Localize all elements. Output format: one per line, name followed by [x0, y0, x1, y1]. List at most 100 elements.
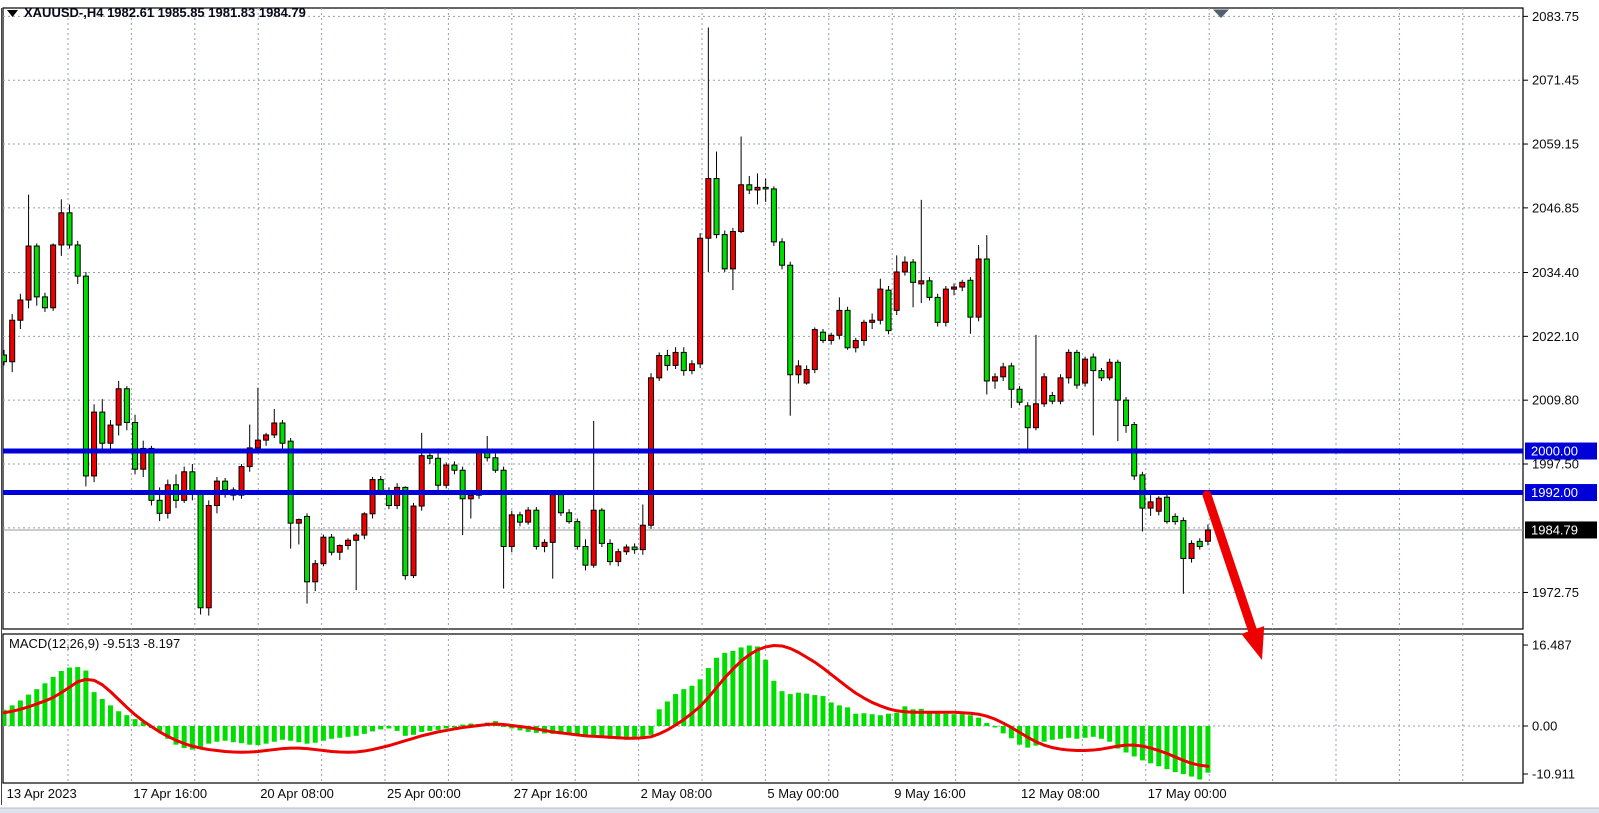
candle-body[interactable] — [820, 331, 826, 341]
macd-bar[interactable] — [67, 667, 73, 726]
candle-body[interactable] — [574, 521, 581, 548]
macd-bar[interactable] — [779, 691, 785, 726]
candle-body[interactable] — [664, 355, 671, 366]
macd-bar[interactable] — [1172, 726, 1178, 773]
macd-bar[interactable] — [517, 726, 523, 731]
macd-bar[interactable] — [107, 705, 113, 726]
candle-body[interactable] — [697, 237, 704, 365]
candle-body[interactable] — [328, 536, 335, 553]
candle-body[interactable] — [91, 411, 98, 477]
macd-bar[interactable] — [836, 705, 842, 726]
macd-bar[interactable] — [337, 726, 343, 738]
candle-body[interactable] — [467, 494, 474, 500]
macd-bar[interactable] — [386, 726, 392, 729]
macd-bar[interactable] — [1189, 726, 1195, 777]
candle-body[interactable] — [205, 505, 212, 609]
candle-body[interactable] — [508, 514, 515, 548]
macd-bar[interactable] — [591, 726, 597, 738]
candle-body[interactable] — [967, 279, 974, 318]
candle-body[interactable] — [811, 329, 818, 371]
candle-body[interactable] — [123, 388, 130, 423]
candle-body[interactable] — [353, 534, 360, 541]
candle-body[interactable] — [1073, 351, 1080, 386]
macd-bar[interactable] — [574, 726, 580, 736]
macd-bar[interactable] — [165, 726, 171, 739]
candle-body[interactable] — [336, 544, 343, 553]
candle-body[interactable] — [639, 524, 646, 551]
macd-bar[interactable] — [935, 713, 941, 726]
candle-body[interactable] — [877, 288, 884, 321]
macd-bar[interactable] — [812, 695, 818, 726]
candle-body[interactable] — [99, 411, 106, 444]
candle-body[interactable] — [656, 355, 663, 379]
candle-body[interactable] — [41, 296, 48, 309]
trend-arrow-head[interactable] — [1241, 626, 1265, 660]
candle-body[interactable] — [410, 505, 417, 577]
candle-body[interactable] — [320, 536, 327, 565]
candle-body[interactable] — [959, 281, 966, 288]
macd-bar[interactable] — [329, 726, 335, 739]
macd-bar[interactable] — [1148, 726, 1154, 764]
candle-body[interactable] — [787, 264, 794, 376]
macd-bar[interactable] — [1066, 726, 1072, 738]
candle-body[interactable] — [140, 447, 147, 470]
candle-body[interactable] — [1057, 377, 1064, 402]
macd-bar[interactable] — [1131, 726, 1137, 757]
macd-bar[interactable] — [632, 726, 638, 740]
candle-body[interactable] — [525, 509, 532, 523]
candle-body[interactable] — [394, 486, 401, 507]
macd-axis[interactable]: 16.487 0.00 -10.911 — [1523, 638, 1575, 782]
macd-bar[interactable] — [861, 713, 867, 726]
macd-bar[interactable] — [1205, 726, 1211, 773]
macd-bar[interactable] — [370, 726, 376, 732]
candle-body[interactable] — [402, 486, 409, 577]
candle-body[interactable] — [746, 184, 753, 191]
candle-body[interactable] — [271, 422, 278, 436]
candle-body[interactable] — [418, 455, 425, 507]
candle-body[interactable] — [66, 212, 73, 246]
candle-body[interactable] — [1188, 542, 1195, 559]
candle-body[interactable] — [181, 471, 188, 501]
macd-bar[interactable] — [771, 680, 777, 726]
macd-bar[interactable] — [1139, 726, 1145, 761]
candle-body[interactable] — [254, 439, 261, 449]
macd-bar[interactable] — [17, 700, 23, 726]
candle-body[interactable] — [942, 288, 949, 323]
candle-body[interactable] — [451, 464, 458, 471]
candle-body[interactable] — [926, 280, 933, 298]
candle-body[interactable] — [344, 539, 351, 546]
macd-bar[interactable] — [1041, 726, 1047, 742]
macd-bar[interactable] — [361, 726, 367, 734]
macd-bar[interactable] — [656, 709, 662, 726]
candle-body[interactable] — [688, 363, 695, 372]
candle-body[interactable] — [295, 519, 302, 524]
candle-body[interactable] — [148, 447, 155, 501]
candle-body[interactable] — [951, 286, 958, 290]
candle-body[interactable] — [377, 479, 384, 493]
macd-bar[interactable] — [140, 722, 146, 726]
macd-bar[interactable] — [34, 689, 40, 726]
candle-body[interactable] — [631, 546, 638, 551]
macd-bar[interactable] — [869, 714, 875, 726]
candle-body[interactable] — [33, 245, 40, 298]
macd-bar[interactable] — [1000, 726, 1006, 734]
macd-bar[interactable] — [451, 726, 457, 728]
macd-bar[interactable] — [132, 719, 138, 726]
candle-body[interactable] — [1041, 376, 1048, 405]
macd-bar[interactable] — [648, 726, 654, 735]
candle-body[interactable] — [713, 178, 720, 236]
macd-bar[interactable] — [402, 726, 408, 736]
macd-bar[interactable] — [664, 701, 670, 726]
candle-body[interactable] — [1147, 501, 1154, 509]
macd-bar[interactable] — [214, 726, 220, 742]
candle-body[interactable] — [312, 563, 319, 583]
macd-bar[interactable] — [746, 645, 752, 726]
macd-bar[interactable] — [1197, 726, 1203, 780]
macd-bar[interactable] — [509, 726, 515, 729]
candle-body[interactable] — [500, 469, 507, 548]
macd-bar[interactable] — [1058, 726, 1064, 739]
macd-bar[interactable] — [1090, 726, 1096, 737]
candle-body[interactable] — [803, 369, 810, 384]
macd-bar[interactable] — [910, 709, 916, 726]
